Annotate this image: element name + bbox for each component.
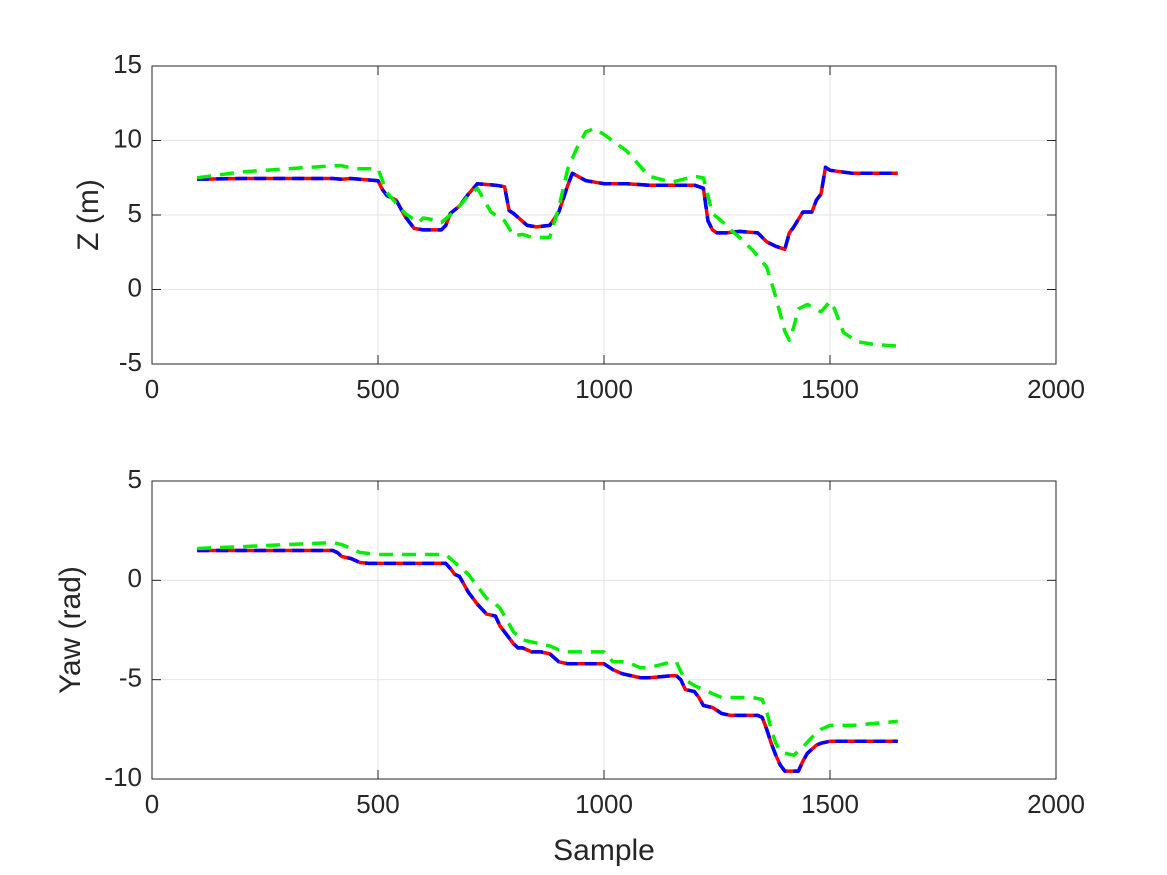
z-series-green-line: [196, 126, 898, 348]
z-ytick-label-2: 5: [128, 198, 142, 228]
yaw-plot-ylabel: Yaw (rad): [54, 566, 87, 694]
yaw-xtick-label-0: 0: [145, 789, 159, 819]
z-ytick-label-4: 15: [113, 49, 142, 79]
z-ytick-label-0: -5: [119, 347, 142, 377]
yaw-series-green-line: [197, 540, 898, 757]
yaw-plot: 0 500 1000 1500 2000 -10 -5 0 5 Yaw (rad) Sample: [54, 464, 1085, 867]
yaw-plot-xlabel: Sample: [553, 834, 655, 867]
yaw-ytick-label-2: 0: [128, 563, 142, 593]
z-ytick-label-3: 10: [113, 123, 142, 153]
yaw-xtick-label-2: 1000: [575, 789, 633, 819]
yaw-ytick-label-1: -5: [119, 663, 142, 693]
yaw-xtick-label-3: 1500: [801, 789, 859, 819]
z-xtick-label-0: 0: [145, 374, 159, 404]
yaw-xtick-label-1: 500: [356, 789, 399, 819]
yaw-series-blue-line: [197, 548, 898, 773]
yaw-ytick-label-0: -10: [104, 762, 142, 792]
z-plot-ylabel: Z (m): [72, 179, 105, 251]
z-xtick-label-1: 500: [356, 374, 399, 404]
yaw-xtick-label-4: 2000: [1027, 789, 1085, 819]
z-xtick-label-4: 2000: [1027, 374, 1085, 404]
yaw-ytick-label-3: 5: [128, 464, 142, 494]
z-xtick-label-2: 1000: [575, 374, 633, 404]
z-ytick-label-1: 0: [128, 272, 142, 302]
z-series-blue-line: [197, 165, 898, 252]
z-xtick-label-3: 1500: [801, 374, 859, 404]
